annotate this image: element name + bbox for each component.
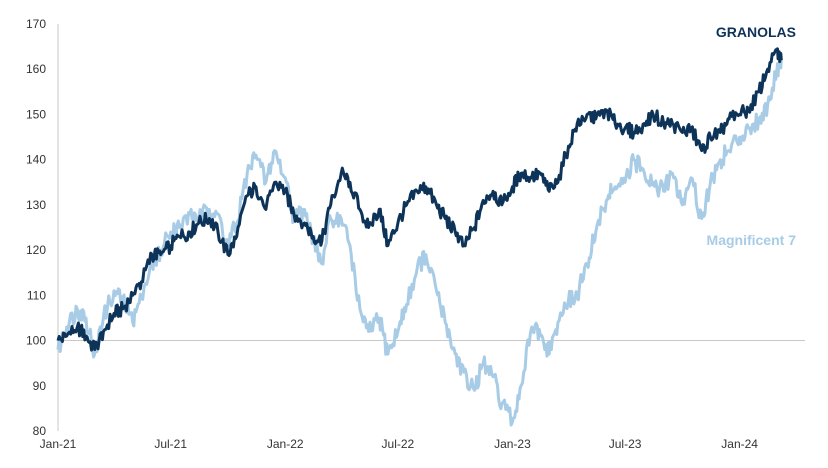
x-tick-label: Jan-24 <box>721 437 758 451</box>
series-line-granolas <box>56 47 783 352</box>
y-tick-label: 90 <box>33 379 47 393</box>
series-lines <box>56 47 783 427</box>
y-tick-label: 120 <box>26 243 46 257</box>
series-label-granolas: GRANOLAS <box>716 24 796 40</box>
x-tick-label: Jan-21 <box>40 437 77 451</box>
y-tick-label: 110 <box>27 288 46 302</box>
y-tick-labels: 80 90 100 110 120 130 140 150 160 170 <box>26 17 46 438</box>
x-tick-label: Jul-21 <box>154 437 187 451</box>
series-label-magnificent-7: Magnificent 7 <box>707 232 797 248</box>
x-tick-label: Jan-23 <box>494 437 531 451</box>
y-tick-label: 100 <box>26 334 46 348</box>
x-tick-label: Jan-22 <box>267 437 304 451</box>
chart-axes <box>57 24 805 431</box>
y-tick-label: 160 <box>26 62 46 76</box>
series-labels: GRANOLAS Magnificent 7 <box>707 24 797 248</box>
y-tick-label: 140 <box>26 153 46 167</box>
x-tick-label: Jul-23 <box>609 437 642 451</box>
y-tick-label: 170 <box>26 17 46 31</box>
y-tick-label: 80 <box>33 424 47 438</box>
series-line-magnificent-7 <box>56 55 783 427</box>
y-tick-label: 130 <box>26 198 46 212</box>
x-tick-label: Jul-22 <box>382 437 415 451</box>
y-tick-label: 150 <box>26 107 46 121</box>
x-tick-labels: Jan-21 Jul-21 Jan-22 Jul-22 Jan-23 Jul-23 Jan-… <box>40 437 759 451</box>
